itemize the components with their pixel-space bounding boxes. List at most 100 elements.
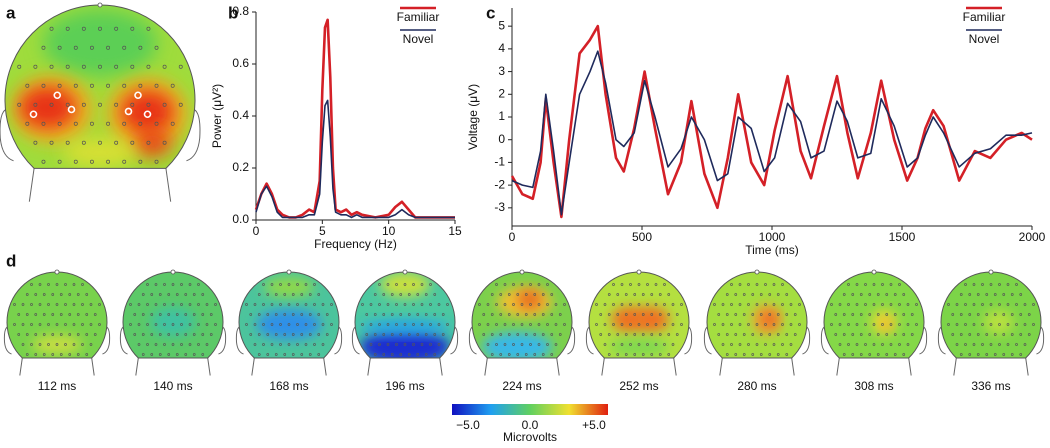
electrode	[624, 353, 628, 356]
electrode	[150, 293, 154, 296]
head-outline	[588, 271, 690, 359]
topomap	[235, 269, 343, 376]
electrode	[68, 313, 72, 316]
electrode	[772, 343, 776, 346]
electrode	[490, 333, 494, 336]
electrode	[133, 313, 137, 316]
electrode	[529, 323, 532, 326]
electrode	[595, 303, 598, 306]
y-tick-label: 0.4	[232, 108, 249, 122]
nose-marker	[170, 269, 176, 275]
electrode	[620, 323, 624, 326]
electrode	[603, 343, 607, 346]
electrode	[507, 313, 511, 316]
electrode	[85, 293, 89, 296]
time-label: 168 ms	[269, 379, 308, 393]
electrode	[633, 293, 637, 296]
electrode	[325, 313, 329, 316]
electrode	[403, 283, 407, 286]
electrode	[730, 323, 733, 326]
neck	[836, 357, 840, 376]
electrode	[533, 353, 537, 356]
electrode	[529, 343, 532, 346]
electrode	[59, 293, 63, 296]
electrode	[499, 293, 503, 296]
electrode	[785, 333, 789, 336]
electrode	[499, 333, 503, 336]
electrode	[365, 313, 369, 316]
electrode	[38, 283, 42, 286]
electrode	[838, 303, 842, 306]
electrode	[768, 353, 772, 356]
nose-marker	[988, 269, 994, 275]
electrode	[171, 303, 175, 306]
electrode	[386, 283, 390, 286]
electrode	[1002, 333, 1006, 336]
electrode	[395, 283, 398, 286]
electrode	[968, 353, 972, 356]
electrode	[747, 323, 750, 326]
electrode	[663, 343, 666, 346]
electrode	[1010, 293, 1014, 296]
head-outline	[4, 4, 196, 169]
electrode	[407, 293, 411, 296]
electrode	[637, 283, 641, 286]
y-axis-label: Voltage (μV)	[466, 84, 480, 150]
topomap	[3, 269, 111, 376]
neck	[19, 357, 23, 376]
electrode	[146, 140, 151, 145]
electrode	[262, 283, 265, 286]
y-tick-label: 1	[498, 109, 505, 123]
electrode	[981, 283, 984, 286]
electrode	[34, 333, 38, 336]
electrode	[550, 353, 554, 356]
electrode	[64, 283, 67, 286]
y-tick-label: -2	[494, 177, 505, 191]
electrode	[734, 353, 738, 356]
electrode	[859, 313, 863, 316]
electrode	[386, 303, 390, 306]
electrode	[872, 303, 876, 306]
electrode	[122, 83, 127, 88]
electrode	[72, 283, 76, 286]
topomap-blob	[609, 337, 669, 357]
electrode	[738, 323, 742, 326]
electrode	[73, 83, 78, 88]
electrode	[175, 353, 179, 356]
electrode	[624, 293, 628, 296]
electrode	[624, 313, 628, 316]
electrode	[972, 343, 976, 346]
topomap	[937, 269, 1045, 376]
electrode	[537, 283, 541, 286]
electrode	[503, 343, 507, 346]
electrode	[968, 313, 972, 316]
electrode	[524, 293, 528, 296]
electrode	[1015, 283, 1018, 286]
electrode	[1006, 323, 1010, 326]
electrode	[1010, 333, 1014, 336]
electrode	[947, 323, 950, 326]
electrode	[524, 313, 528, 316]
electrode	[72, 343, 76, 346]
neck	[367, 357, 371, 376]
electrode	[1019, 293, 1023, 296]
time-label: 336 ms	[971, 379, 1010, 393]
x-tick-label: 15	[448, 224, 462, 238]
electrode	[433, 333, 437, 336]
time-label: 252 ms	[619, 379, 658, 393]
electrode	[197, 303, 200, 306]
nose-marker	[871, 269, 877, 275]
colorbar	[452, 404, 608, 415]
electrode	[171, 343, 175, 346]
electrode	[416, 313, 420, 316]
electrode	[270, 303, 274, 306]
electrode	[395, 343, 398, 346]
electrode	[876, 313, 880, 316]
electrode	[789, 303, 793, 306]
electrode	[633, 353, 637, 356]
electrode	[1002, 313, 1006, 316]
electrode	[855, 343, 859, 346]
electrode	[437, 303, 441, 306]
electrode	[725, 333, 729, 336]
electrode	[253, 303, 257, 306]
